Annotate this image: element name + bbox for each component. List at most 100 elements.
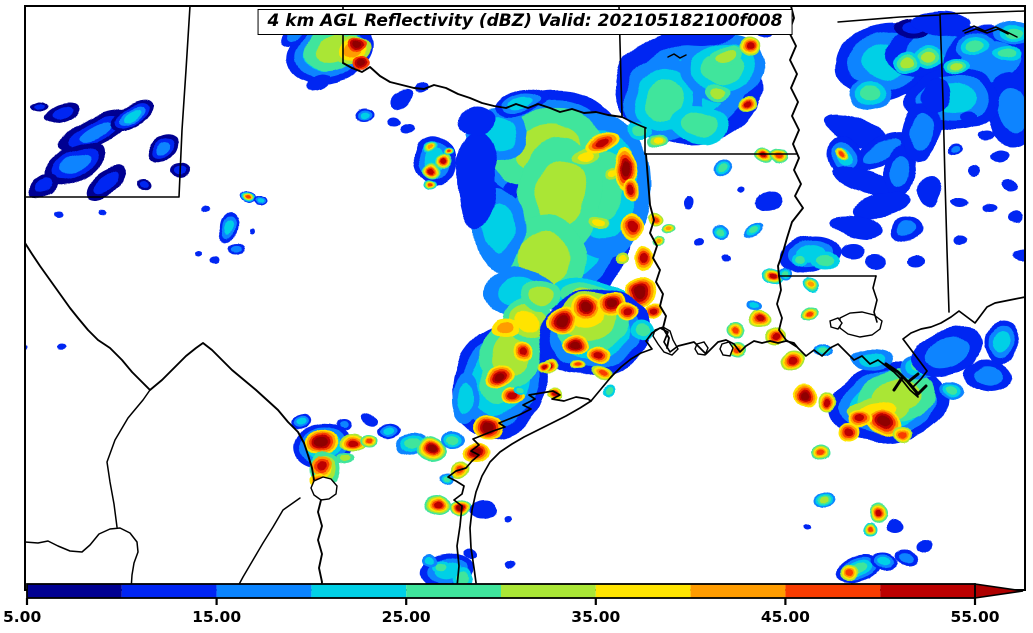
radar-echo — [358, 111, 368, 117]
radar-echo — [425, 557, 435, 565]
radar-echo — [657, 237, 663, 243]
radar-echo — [495, 323, 515, 337]
radar-echo — [635, 323, 651, 337]
radar-echo — [316, 461, 326, 471]
radar-echo — [831, 213, 881, 239]
colorbar-tick-label: 15.00 — [192, 608, 241, 626]
radar-echo — [863, 139, 901, 161]
mississippi-delta — [884, 362, 928, 396]
radar-echo — [26, 344, 30, 350]
red-river-tx-ok — [342, 62, 623, 118]
radar-echo — [482, 423, 494, 433]
radar-echo — [716, 49, 734, 61]
radar-echo — [305, 74, 331, 90]
lake-maurepas — [829, 317, 843, 330]
radar-echo — [646, 79, 684, 121]
colorbar-segment — [785, 584, 881, 598]
radar-echo — [743, 43, 753, 51]
radar-echo — [867, 527, 873, 533]
radar-echo — [896, 223, 916, 239]
radar-echo — [576, 150, 594, 162]
radar-echo — [820, 112, 890, 148]
state-borders — [24, 5, 1026, 591]
pearl-river — [872, 275, 878, 323]
radar-echo — [771, 331, 779, 339]
colorbar-tick-label: 25.00 — [382, 608, 431, 626]
radar-echo — [1003, 181, 1019, 191]
colorbar-tick-label: 35.00 — [571, 608, 620, 626]
radar-echo — [650, 305, 658, 313]
radar-echo — [77, 119, 113, 141]
radar-echo — [804, 524, 812, 530]
radar-echo — [607, 172, 617, 180]
radar-echo — [795, 258, 805, 266]
radar-echo — [211, 257, 221, 265]
radar-echo — [919, 540, 935, 552]
lake-pontchartrain — [839, 311, 883, 338]
galveston-bay — [652, 326, 679, 356]
sabine-river-tx-la — [645, 153, 670, 349]
radar-echo — [137, 182, 147, 190]
colorbar-segment — [880, 584, 975, 598]
radar-echo — [748, 226, 758, 234]
radar-echo — [969, 166, 983, 176]
radar-echo — [818, 449, 826, 457]
colorbar-segment — [216, 584, 312, 598]
radar-echo — [725, 256, 733, 264]
radar-echo — [900, 551, 914, 561]
radar-echo — [801, 392, 811, 400]
radar-echo — [844, 569, 854, 577]
radar-echo — [898, 57, 912, 67]
radar-echo — [978, 131, 994, 141]
radar-echo — [425, 446, 437, 456]
radar-echo — [400, 122, 416, 134]
radar-echo — [630, 187, 636, 197]
colorbar-tick-label: 55.00 — [950, 608, 999, 626]
radar-echo — [296, 416, 308, 426]
radar-echo — [515, 311, 541, 333]
radar-echo — [851, 193, 911, 219]
colorbar-segment — [690, 584, 786, 598]
colorbar-segment — [406, 584, 501, 598]
radar-echo — [919, 176, 941, 208]
colorbar-segment — [27, 584, 122, 598]
radar-echo — [756, 190, 784, 210]
radar-echo — [494, 373, 506, 383]
radar-echo — [390, 89, 414, 109]
radar-echo — [640, 252, 650, 264]
radar-echo — [577, 363, 583, 369]
radar-echo — [877, 416, 891, 426]
calcasieu-lake — [719, 341, 734, 357]
falcon-lake — [310, 476, 338, 501]
radar-echo — [955, 235, 969, 245]
radar-echo — [806, 282, 814, 288]
radar-echo — [736, 189, 744, 195]
radar-echo — [956, 114, 974, 126]
radar-echo — [617, 252, 627, 260]
map-title: 4 km AGL Reflectivity (dBZ) Valid: 20210… — [257, 9, 793, 35]
radar-echo — [248, 227, 254, 233]
radar-echo — [952, 196, 970, 206]
radar-echo — [571, 341, 581, 349]
tennessee-river-al — [962, 25, 1018, 38]
radar-echo — [456, 382, 474, 414]
radar-echo — [352, 41, 362, 47]
radar-echo — [35, 100, 45, 108]
radar-echo — [541, 363, 549, 369]
mississippi-river-lower — [776, 275, 798, 348]
radar-echo — [155, 141, 171, 157]
radar-echo — [717, 164, 727, 172]
radar-echo — [255, 196, 263, 202]
radar-echo — [756, 316, 764, 324]
radar-echo — [1009, 211, 1023, 221]
radar-echo — [508, 394, 518, 402]
radar-echo — [925, 337, 971, 367]
radar-echo — [681, 112, 719, 138]
colorbar-segment — [311, 584, 407, 598]
nm-tx-border — [24, 5, 191, 198]
radar-echo — [996, 88, 1024, 132]
radar-echo — [709, 87, 725, 97]
radar-echo — [840, 149, 846, 155]
